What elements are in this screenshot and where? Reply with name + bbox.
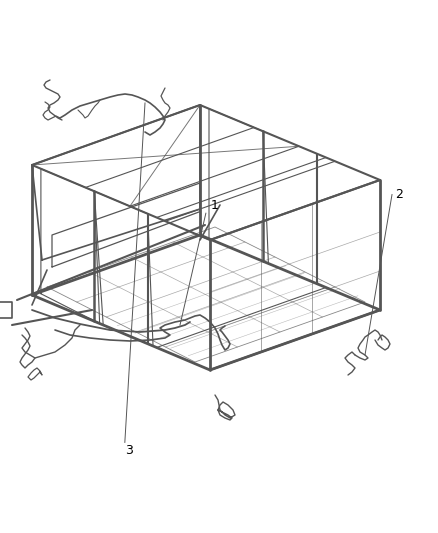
Text: 1: 1: [211, 199, 219, 212]
Text: 2: 2: [395, 188, 403, 201]
Text: 3: 3: [125, 444, 133, 457]
